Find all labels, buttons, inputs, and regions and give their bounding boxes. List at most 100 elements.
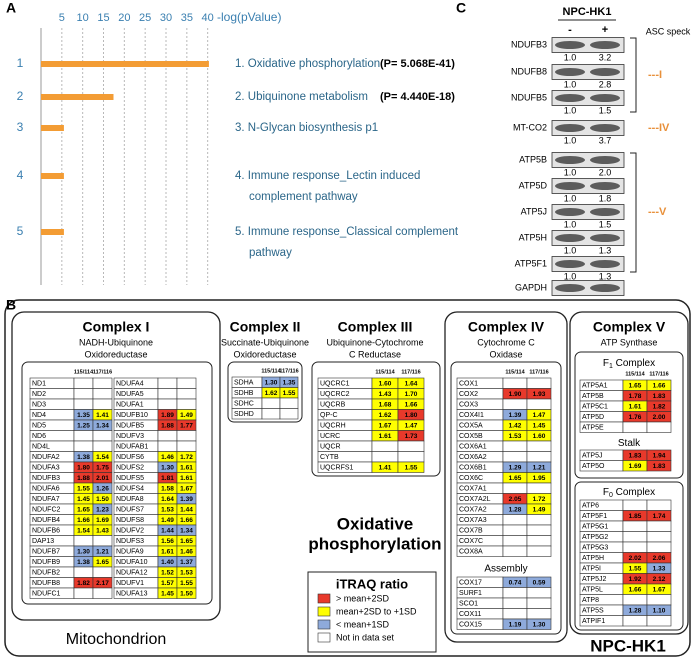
band-ratio: 1.5 (599, 105, 612, 115)
complex-subtitle: C Reductase (349, 349, 401, 359)
ratio-value: 1.65 (509, 475, 522, 482)
ratio-value: 1.43 (96, 527, 109, 534)
complex-subtitle: Succinate-Ubiquinone (221, 337, 309, 347)
bar (41, 229, 64, 235)
ratio-cell (526, 524, 552, 536)
ratio-cell (176, 388, 197, 400)
ratio-value: 1.66 (653, 382, 666, 389)
ratio-cell (73, 430, 94, 442)
ratio-value: 1.65 (96, 559, 109, 566)
x-tick-label: 25 (139, 12, 151, 24)
ratio-cell (502, 535, 528, 547)
ratio-value: 1.55 (283, 390, 296, 397)
bar (41, 173, 64, 179)
blot-band (590, 94, 620, 102)
protein-name: NDUFA4 (116, 381, 144, 388)
ratio-value: 1.72 (180, 454, 193, 461)
protein-name: NDUFA6 (32, 486, 60, 493)
pathway-label: 1. Oxidative phosphorylation (235, 58, 380, 70)
ratio-cell (92, 566, 113, 578)
ratio-value: 1.65 (77, 506, 90, 513)
ratio-cell (526, 514, 552, 526)
protein-name: UQCRB (320, 402, 346, 409)
protein-name: COX6B1 (459, 465, 487, 472)
protein-name: NDUFB4 (32, 517, 60, 524)
ratio-cell (502, 377, 528, 389)
ratio-value: 1.92 (629, 576, 642, 583)
protein-name: NDUFV1 (116, 580, 144, 587)
column-header: 115/114 (625, 371, 645, 377)
protein-name: ATP5G2 (582, 534, 608, 541)
band-ratio: 3.2 (599, 52, 612, 62)
protein-name: NDUFS7 (116, 507, 144, 514)
ratio-cell (92, 535, 113, 547)
ratio-cell (646, 520, 672, 532)
complex-subtitle: ATP Synthase (601, 337, 658, 347)
ratio-cell (526, 451, 552, 463)
ratio-value: 1.60 (533, 433, 546, 440)
protein-name: NDUFB7 (32, 549, 60, 556)
protein-name: ND2 (32, 391, 46, 398)
protein-name: ATP5E (582, 425, 604, 432)
blot-band (590, 68, 620, 76)
protein-name: ND3 (32, 402, 46, 409)
ratio-value: 1.46 (180, 548, 193, 555)
ratio-cell (646, 460, 672, 472)
blot-band (590, 156, 620, 164)
ratio-value: 1.88 (77, 475, 90, 482)
ratio-value: 1.89 (161, 412, 174, 419)
complex-title: Complex II (230, 319, 301, 335)
ratio-cell (526, 545, 552, 557)
pathway-label: complement pathway (249, 191, 358, 203)
protein-name: SDHB (234, 390, 254, 397)
ratio-value: 1.39 (509, 412, 522, 419)
protein-name: COX11 (459, 611, 482, 618)
complex-subtitle: Cytochrome C (477, 337, 535, 347)
ratio-value: 1.83 (653, 463, 666, 470)
ratio-cell (176, 430, 197, 442)
ratio-value: 1.38 (77, 454, 90, 461)
blot-band (555, 68, 585, 76)
ratio-value: 1.47 (533, 412, 546, 419)
ratio-value: 2.06 (653, 555, 666, 562)
protein-name: MT-CO2 (513, 122, 547, 132)
protein-name: COX5A (459, 423, 483, 430)
ratio-value: 1.30 (533, 621, 546, 628)
ratio-value: 1.67 (379, 422, 392, 429)
protein-name: NDUFC2 (32, 507, 60, 514)
band-ratio: 1.3 (599, 245, 612, 255)
complex-box (569, 311, 689, 635)
protein-name: COX7C (459, 538, 483, 545)
ratio-value: 1.42 (509, 422, 522, 429)
protein-name: NDUFA7 (32, 496, 60, 503)
ratio-cell (176, 587, 197, 599)
ratio-value: 1.28 (629, 607, 642, 614)
p-value: (P= 4.440E-18) (380, 91, 455, 103)
blot-band (590, 182, 620, 190)
protein-name: UQCR (320, 444, 341, 451)
lane-group-label: ASC speck (646, 26, 691, 36)
band-ratio: 1.0 (564, 193, 577, 203)
ratio-cell (526, 398, 552, 410)
band-ratio: 1.0 (564, 219, 577, 229)
ratio-value: 1.61 (180, 464, 193, 471)
band-ratio: 3.7 (599, 135, 612, 145)
band-ratio: 1.3 (599, 271, 612, 281)
ratio-cell (622, 594, 648, 606)
blot-band (590, 208, 620, 216)
ratio-value: 1.60 (379, 380, 392, 387)
band-ratio: 2.8 (599, 79, 612, 89)
ratio-value: 1.55 (629, 565, 642, 572)
protein-name: COX6A1 (459, 444, 487, 451)
ratio-cell (73, 535, 94, 547)
ratio-value: 1.61 (629, 403, 642, 410)
pathway-label: 2. Ubiquinone metabolism (235, 91, 368, 103)
complex-subtitle: Oxidoreductase (84, 349, 147, 359)
complex-subtitle: Oxidase (489, 349, 522, 359)
ratio-value: 1.95 (533, 475, 546, 482)
ratio-cell (279, 408, 299, 420)
complex-subtitle: Oxidoreductase (233, 349, 296, 359)
protein-name: ATP5F1 (515, 258, 547, 268)
protein-name: DAP13 (32, 538, 54, 545)
